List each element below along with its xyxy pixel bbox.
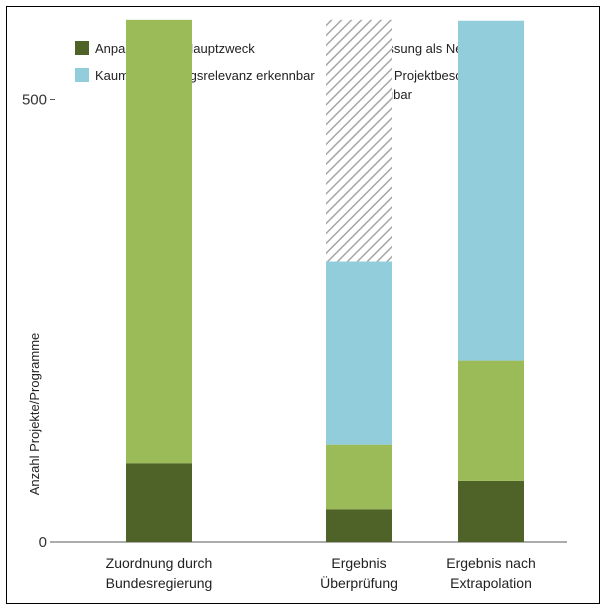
legend-swatch (75, 68, 89, 82)
bar-segment (326, 509, 392, 542)
legend-item: Kaum Anpassungsrelevanz erkennbar (75, 68, 315, 83)
y-tick-label: 0 (39, 534, 47, 551)
y-tick-label: 500 (22, 92, 47, 109)
category-label: Ergebnis nach Extrapolation (446, 555, 536, 591)
bar-segment (326, 261, 392, 445)
category-labels: Zuordnung durch Bundesregierung Ergebnis Üb… (106, 555, 536, 591)
bar-segment (458, 480, 524, 542)
legend-swatch (75, 41, 89, 55)
y-axis-title-group: Anzahl Projekte/Programme (27, 333, 42, 496)
bars (126, 19, 524, 542)
bar-segment (126, 19, 192, 464)
category-label: Ergebnis Überprüfung (320, 555, 398, 591)
bar-segment (326, 444, 392, 510)
bar-segment (326, 19, 392, 262)
bar-segment (126, 463, 192, 542)
y-axis-title: Anzahl Projekte/Programme (27, 333, 42, 496)
bar-segment (458, 360, 524, 481)
category-label: Zuordnung durch Bundesregierung (106, 555, 213, 591)
bar-segment (458, 20, 524, 361)
